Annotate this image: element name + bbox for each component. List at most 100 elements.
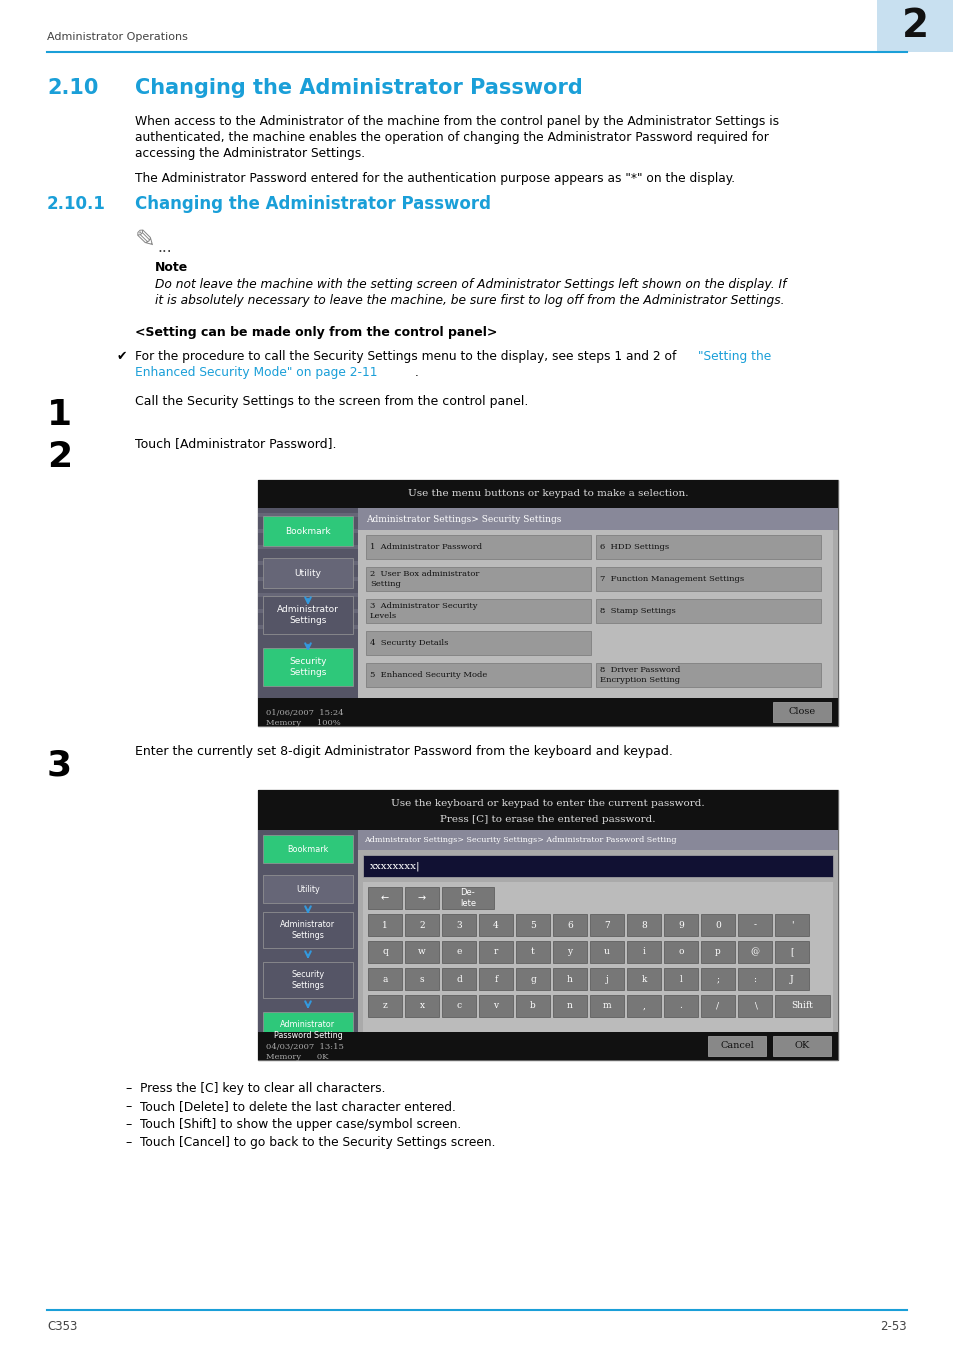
Text: 01/06/2007  15:24
Memory      100%: 01/06/2007 15:24 Memory 100% <box>266 709 343 726</box>
Text: Use the keyboard or keypad to enter the current password.: Use the keyboard or keypad to enter the … <box>391 799 704 809</box>
Bar <box>257 529 357 533</box>
Text: v: v <box>493 1002 498 1011</box>
Text: ': ' <box>790 921 792 930</box>
Text: –: – <box>125 1135 132 1149</box>
Text: r: r <box>494 948 497 957</box>
Bar <box>478 968 513 990</box>
Text: 6: 6 <box>566 921 572 930</box>
Text: Utility: Utility <box>294 568 321 578</box>
Bar <box>366 535 590 559</box>
Bar <box>257 830 357 1060</box>
Bar <box>405 914 438 936</box>
Text: 3: 3 <box>456 921 461 930</box>
Bar <box>263 1012 353 1048</box>
Bar <box>774 995 829 1017</box>
Text: :: : <box>753 975 756 984</box>
Bar <box>516 968 550 990</box>
Text: 1  Administrator Password: 1 Administrator Password <box>370 543 481 551</box>
Text: accessing the Administrator Settings.: accessing the Administrator Settings. <box>135 147 365 161</box>
Text: Bookmark: Bookmark <box>287 845 329 853</box>
Bar <box>738 995 771 1017</box>
Text: Note: Note <box>154 261 188 274</box>
Text: When access to the Administrator of the machine from the control panel by the Ad: When access to the Administrator of the … <box>135 115 779 128</box>
Text: Touch [Shift] to show the upper case/symbol screen.: Touch [Shift] to show the upper case/sym… <box>140 1118 460 1131</box>
Bar <box>405 887 438 909</box>
Bar <box>263 516 353 545</box>
Text: d: d <box>456 975 461 984</box>
Text: 8  Stamp Settings: 8 Stamp Settings <box>599 608 675 616</box>
Bar <box>707 1035 765 1056</box>
Bar <box>626 995 660 1017</box>
Text: c: c <box>456 1002 461 1011</box>
Bar <box>663 941 698 963</box>
Bar <box>626 968 660 990</box>
Bar <box>663 995 698 1017</box>
Bar <box>363 855 832 878</box>
Text: –: – <box>125 1100 132 1112</box>
Text: a: a <box>382 975 387 984</box>
Bar <box>589 995 623 1017</box>
Text: 1: 1 <box>47 398 72 432</box>
Bar <box>663 968 698 990</box>
Text: ✔: ✔ <box>117 350 128 363</box>
Text: m: m <box>602 1002 611 1011</box>
Text: "Setting the: "Setting the <box>698 350 770 363</box>
Text: Touch [Cancel] to go back to the Security Settings screen.: Touch [Cancel] to go back to the Securit… <box>140 1135 495 1149</box>
Bar <box>368 995 401 1017</box>
Text: s: s <box>419 975 424 984</box>
Text: [: [ <box>789 948 793 957</box>
Bar <box>516 995 550 1017</box>
Text: ;: ; <box>716 975 719 984</box>
Text: 2: 2 <box>418 921 424 930</box>
Text: ✎: ✎ <box>135 228 156 252</box>
Text: 9: 9 <box>678 921 683 930</box>
Bar <box>553 941 586 963</box>
Bar <box>772 702 830 722</box>
Text: 2: 2 <box>901 7 927 45</box>
Text: k: k <box>640 975 646 984</box>
Text: g: g <box>530 975 536 984</box>
Text: 2.10.1: 2.10.1 <box>47 194 106 213</box>
Bar <box>626 914 660 936</box>
Text: 3: 3 <box>47 748 72 782</box>
Text: J: J <box>789 975 793 984</box>
Text: y: y <box>567 948 572 957</box>
Text: 2-53: 2-53 <box>880 1320 906 1332</box>
Bar <box>263 913 353 948</box>
Bar <box>441 941 476 963</box>
Bar <box>478 995 513 1017</box>
Bar <box>596 567 821 591</box>
Text: 7  Function Management Settings: 7 Function Management Settings <box>599 575 743 583</box>
Text: Press the [C] key to clear all characters.: Press the [C] key to clear all character… <box>140 1081 385 1095</box>
Bar <box>774 914 808 936</box>
Text: .: . <box>679 1002 681 1011</box>
Bar <box>366 567 590 591</box>
Text: Call the Security Settings to the screen from the control panel.: Call the Security Settings to the screen… <box>135 396 528 408</box>
Bar <box>368 968 401 990</box>
Text: f: f <box>494 975 497 984</box>
Bar <box>257 790 837 1060</box>
Text: Utility: Utility <box>295 884 319 894</box>
Bar <box>357 531 832 721</box>
Text: -: - <box>753 921 756 930</box>
Text: ←: ← <box>380 892 389 903</box>
Text: 4: 4 <box>493 921 498 930</box>
Text: Security
Settings: Security Settings <box>289 657 327 676</box>
Text: 2.10: 2.10 <box>47 78 98 99</box>
Bar <box>357 508 837 531</box>
Bar <box>441 914 476 936</box>
Text: it is absolutely necessary to leave the machine, be sure first to log off from t: it is absolutely necessary to leave the … <box>154 294 783 306</box>
Text: OK: OK <box>794 1041 809 1050</box>
Text: Cancel: Cancel <box>720 1041 753 1050</box>
Bar <box>357 830 837 850</box>
Text: 0: 0 <box>715 921 720 930</box>
Text: Do not leave the machine with the setting screen of Administrator Settings left : Do not leave the machine with the settin… <box>154 278 785 292</box>
Bar <box>738 968 771 990</box>
Text: x: x <box>419 1002 424 1011</box>
Bar <box>516 941 550 963</box>
Text: z: z <box>382 1002 387 1011</box>
Bar <box>257 545 357 549</box>
Bar <box>553 914 586 936</box>
Text: 8  Driver Password
Encryption Setting: 8 Driver Password Encryption Setting <box>599 667 679 683</box>
Text: 2: 2 <box>47 440 72 474</box>
